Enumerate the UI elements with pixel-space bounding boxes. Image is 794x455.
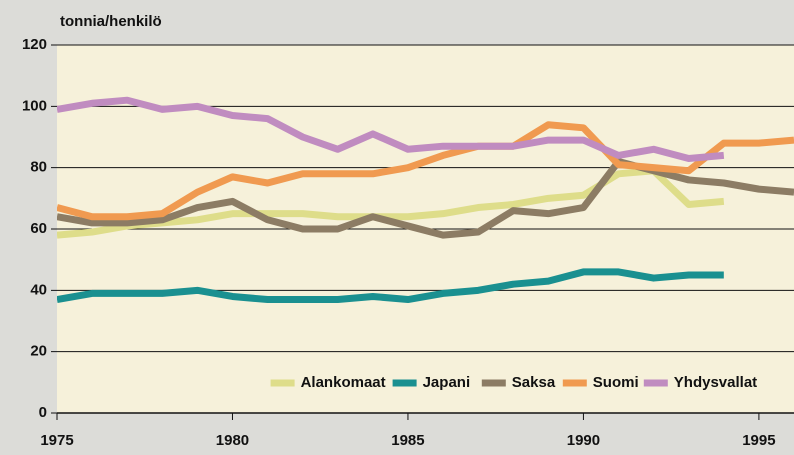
legend-label: Alankomaat [301, 374, 386, 391]
legend-label: Yhdysvallat [674, 374, 757, 391]
series-line [57, 121, 794, 221]
y-tick-label: 40 [30, 281, 47, 298]
y-tick-label: 100 [22, 97, 47, 114]
x-tick-label: 1995 [742, 432, 775, 449]
x-tick-label: 1975 [40, 432, 73, 449]
series-line [57, 167, 725, 239]
y-axis-label: tonnia/henkilö [60, 13, 162, 30]
y-tick-label: 120 [22, 36, 47, 53]
legend-label: Saksa [512, 374, 556, 391]
x-tick-label: 1990 [567, 432, 600, 449]
series-line [57, 158, 794, 239]
legend-label: Japani [423, 374, 471, 391]
legend-label: Suomi [593, 374, 639, 391]
x-tick-label: 1980 [216, 432, 249, 449]
series-line [57, 96, 725, 162]
y-tick-label: 60 [30, 220, 47, 237]
series-line [57, 268, 724, 304]
y-tick-label: 0 [39, 404, 47, 421]
y-tick-label: 80 [30, 159, 47, 176]
x-tick-label: 1985 [391, 432, 424, 449]
y-tick-label: 20 [30, 343, 47, 360]
